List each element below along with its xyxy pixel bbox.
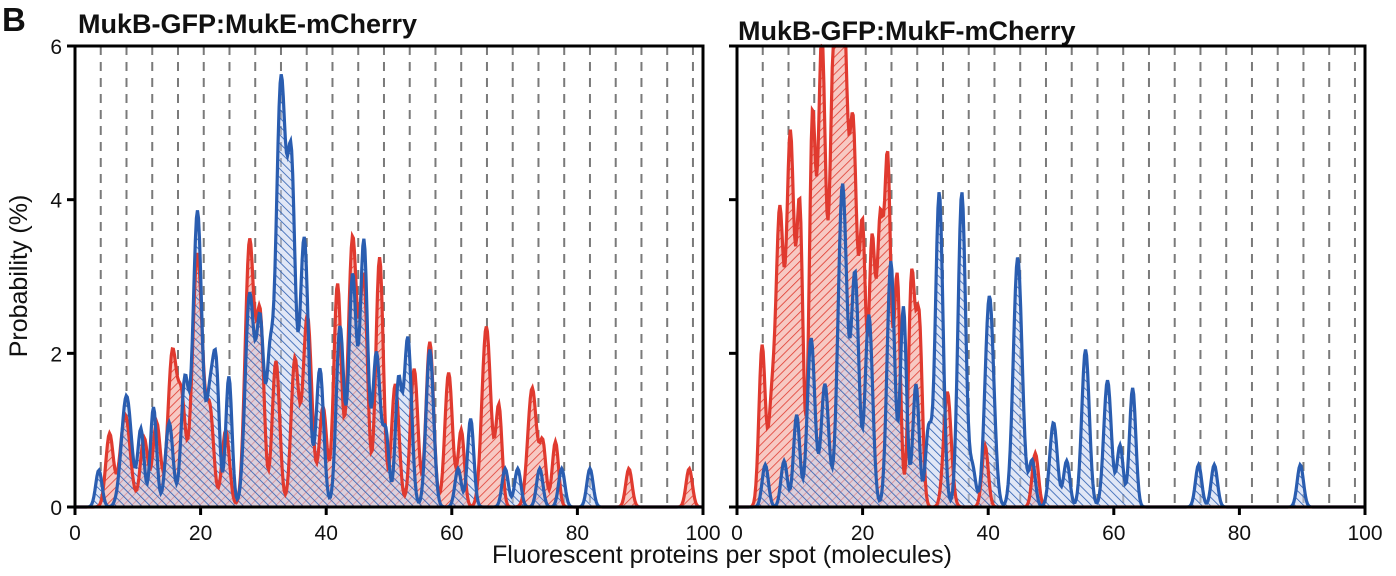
x-tick-label: 60 bbox=[1102, 522, 1125, 545]
y-tick-label: 2 bbox=[50, 343, 62, 366]
x-tick-label: 0 bbox=[69, 522, 81, 545]
panel-letter: B bbox=[2, 1, 26, 38]
x-tick-label: 20 bbox=[851, 522, 874, 545]
x-axis-title: Fluorescent proteins per spot (molecules… bbox=[492, 541, 952, 569]
y-tick-label: 6 bbox=[50, 36, 62, 59]
axis-ticks-2: 0 20 40 60 80 100 bbox=[729, 44, 1383, 545]
plot-frame-1 bbox=[73, 44, 705, 509]
plot-frame-2 bbox=[735, 44, 1367, 509]
chart-panel-2: MukB-GFP:MukF-mCherry 0 20 40 60 80 100 bbox=[729, 16, 1383, 545]
y-tick-label: 0 bbox=[50, 497, 62, 520]
x-tick-label: 100 bbox=[685, 522, 720, 545]
chart-title-1: MukB-GFP:MukE-mCherry bbox=[78, 9, 417, 39]
y-axis-title: Probability (%) bbox=[5, 195, 33, 358]
x-tick-label: 40 bbox=[977, 522, 1000, 545]
x-tick-label: 60 bbox=[440, 522, 463, 545]
x-tick-label: 0 bbox=[731, 522, 743, 545]
chart-panel-1: MukB-GFP:MukE-mCherry 0 20 40 60 80 100 0 2 4 6 bbox=[50, 9, 720, 545]
x-tick-label: 20 bbox=[189, 522, 212, 545]
blue-series-area-2 bbox=[737, 183, 1365, 507]
chart-title-2: MukB-GFP:MukF-mCherry bbox=[738, 16, 1076, 46]
y-tick-label: 4 bbox=[50, 190, 62, 213]
x-tick-label: 80 bbox=[566, 522, 589, 545]
x-tick-label: 80 bbox=[1228, 522, 1251, 545]
x-tick-label: 40 bbox=[315, 522, 338, 545]
x-tick-label: 100 bbox=[1347, 522, 1382, 545]
